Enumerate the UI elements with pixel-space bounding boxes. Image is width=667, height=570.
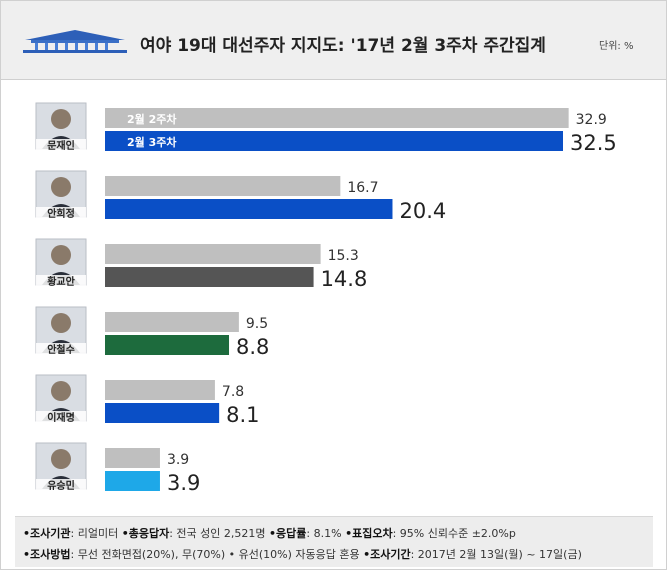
bar-current-4 xyxy=(105,403,220,423)
portrait-label-bg-4 xyxy=(36,411,86,423)
bar-previous-2 xyxy=(105,244,321,264)
survey-info-1-value-2: : 8.1% xyxy=(306,527,346,540)
portrait-label-bg-3 xyxy=(36,343,86,355)
survey-info-1-label-2: •응답률 xyxy=(269,527,307,540)
survey-info-line-1: •조사기관: 리얼미터 •총응답자: 전국 성인 2,521명 •응답률: 8.… xyxy=(23,525,516,541)
candidate-name-3: 안철수 xyxy=(47,343,75,356)
value-previous-5: 3.9 xyxy=(167,452,189,468)
survey-info-line-2: •조사방법: 무선 전화면접(20%), 무(70%) • 유선(10%) 자동… xyxy=(23,546,582,562)
survey-info-2-value-0: : 무선 전화면접(20%), 무(70%) • 유선(10%) 자동응답 혼용 xyxy=(70,548,364,561)
survey-info-1-value-1: : 전국 성인 2,521명 xyxy=(169,527,270,540)
candidate-name-0: 문재인 xyxy=(47,139,75,152)
unit-label: 단위: % xyxy=(599,41,634,52)
value-previous-4: 7.8 xyxy=(222,384,244,400)
portrait-label-bg-5 xyxy=(36,479,86,491)
candidate-name-4: 이재명 xyxy=(47,411,75,424)
legend-current: 2월 3주차 xyxy=(127,135,177,149)
candidate-name-2: 황교안 xyxy=(47,275,75,288)
portrait-head-5 xyxy=(51,449,71,469)
bar-current-0 xyxy=(105,131,563,151)
survey-info-2-label-1: •조사기간 xyxy=(363,548,411,561)
candidate-name-5: 유승민 xyxy=(47,479,75,492)
value-current-5: 3.9 xyxy=(167,471,200,495)
value-current-2: 14.8 xyxy=(321,267,368,291)
bar-previous-0 xyxy=(105,108,569,128)
value-current-1: 20.4 xyxy=(399,199,446,223)
survey-info-1-label-1: •총응답자 xyxy=(121,527,170,540)
value-current-3: 8.8 xyxy=(236,335,269,359)
bar-previous-5 xyxy=(105,448,160,468)
bar-previous-4 xyxy=(105,380,215,400)
value-previous-1: 16.7 xyxy=(347,180,378,196)
portrait-head-4 xyxy=(51,381,71,401)
survey-info-1-value-3: : 95% 신뢰수준 ±2.0%p xyxy=(392,527,516,540)
survey-info-1-value-0: : 리얼미터 xyxy=(70,527,122,540)
portrait-head-0 xyxy=(51,109,71,129)
portrait-label-bg-0 xyxy=(36,139,86,151)
survey-info-1-label-3: •표집오차 xyxy=(345,527,393,540)
bar-current-3 xyxy=(105,335,230,355)
bar-previous-3 xyxy=(105,312,239,332)
candidate-name-1: 안희정 xyxy=(47,207,75,220)
value-previous-3: 9.5 xyxy=(246,316,268,332)
bar-current-1 xyxy=(105,199,393,219)
survey-info-1-label-0: •조사기관 xyxy=(23,527,71,540)
blue-house-icon xyxy=(23,30,127,53)
portrait-head-3 xyxy=(51,313,71,333)
value-previous-2: 15.3 xyxy=(328,248,359,264)
bar-current-2 xyxy=(105,267,314,287)
portrait-label-bg-2 xyxy=(36,275,86,287)
chart-header: 여야 19대 대선주자 지지도: '17년 2월 3주차 주간집계 단위: % xyxy=(1,1,666,80)
bar-current-5 xyxy=(105,471,160,491)
survey-info-2-label-0: •조사방법 xyxy=(23,548,71,561)
value-current-4: 8.1 xyxy=(226,403,259,427)
legend-previous: 2월 2주차 xyxy=(127,112,177,126)
value-previous-0: 32.9 xyxy=(576,112,607,128)
survey-info: •조사기관: 리얼미터 •총응답자: 전국 성인 2,521명 •응답률: 8.… xyxy=(15,516,653,567)
portrait-label-bg-1 xyxy=(36,207,86,219)
chart-title: 여야 19대 대선주자 지지도: '17년 2월 3주차 주간집계 xyxy=(140,36,546,56)
bar-previous-1 xyxy=(105,176,341,196)
portrait-head-2 xyxy=(51,245,71,265)
survey-info-2-value-1: : 2017년 2월 13일(월) ~ 17일(금) xyxy=(410,548,582,561)
portrait-head-1 xyxy=(51,177,71,197)
value-current-0: 32.5 xyxy=(570,131,617,155)
